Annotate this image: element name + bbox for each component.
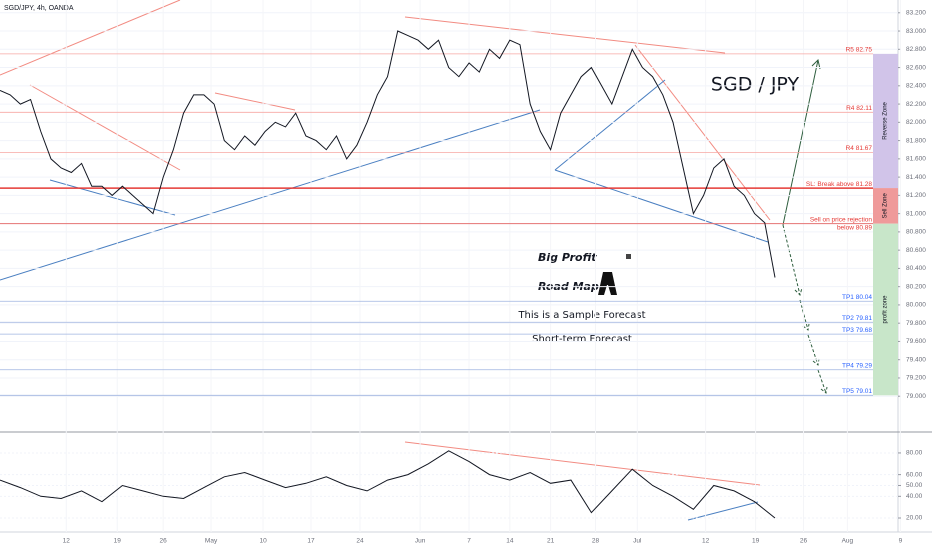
sell-label: below 80.89: [837, 224, 872, 231]
trend-line: [404, 16, 726, 54]
y-tick-label: 40.00: [906, 493, 923, 500]
y-tick-label: 79.600: [906, 338, 926, 345]
y-tick-label: 50.00: [906, 482, 923, 489]
y-tick-label: 79.200: [906, 375, 926, 382]
note: This is a Sample Forecast: [517, 310, 645, 321]
trend-lines: [0, 0, 771, 521]
x-tick-label: 14: [506, 538, 514, 545]
y-tick-label: 79.800: [906, 320, 926, 327]
y-tick-label: 20.00: [906, 515, 923, 522]
x-tick-label: Jul: [633, 538, 642, 545]
x-tick-label: 12: [702, 538, 710, 545]
level-label: R5 82.75: [846, 47, 873, 54]
trend-line: [634, 44, 771, 221]
y-tick-label: 82.600: [906, 64, 926, 71]
x-tick-label: 26: [800, 538, 808, 545]
y-tick-label: 80.800: [906, 229, 926, 236]
zone: [873, 53, 898, 189]
level-label: R4 81.67: [846, 145, 873, 152]
level-label: TP4 79.29: [842, 362, 872, 369]
x-tick-label: 21: [547, 538, 555, 545]
y-tick-label: 83.000: [906, 28, 926, 35]
y-tick-label: 60.00: [906, 471, 923, 478]
zone-label: Reverse Zone: [883, 101, 889, 139]
y-tick-label: 82.000: [906, 119, 926, 126]
flag-icon: [626, 254, 631, 259]
note: Short-term Forecast: [532, 334, 632, 345]
trend-line: [29, 84, 181, 171]
y-tick-label: 80.600: [906, 247, 926, 254]
note: Big Profit: [538, 251, 597, 264]
y-tick-label: 81.800: [906, 137, 926, 144]
road-icon: [598, 272, 617, 295]
x-tick-label: 17: [307, 538, 315, 545]
x-tick-label: 26: [160, 538, 168, 545]
y-tick-label: 81.000: [906, 210, 926, 217]
y-tick-label: 81.600: [906, 156, 926, 163]
trend-line: [554, 79, 666, 171]
arrow: [782, 224, 803, 296]
zone-label: profit zone: [883, 295, 889, 324]
arrow: [817, 369, 828, 394]
x-tick-label: 19: [752, 538, 760, 545]
y-tick-label: 79.400: [906, 356, 926, 363]
level-label: TP5 79.01: [842, 388, 872, 395]
y-tick-label: 80.00: [906, 450, 923, 457]
y-tick-label: 80.000: [906, 302, 926, 309]
y-tick-label: 81.400: [906, 174, 926, 181]
price-line: [0, 30, 776, 278]
level-label: R4 82.11: [846, 105, 872, 112]
zone: [873, 223, 898, 396]
x-tick-label: 7: [467, 538, 471, 545]
trend-line: [404, 441, 761, 486]
symbol-label: SGD/JPY, 4h, OANDA: [4, 5, 74, 12]
x-tick-label: 19: [114, 538, 122, 545]
x-tick-label: 9: [899, 538, 903, 545]
level-label: TP3 79.68: [842, 327, 872, 334]
sell-label: Sell on price rejection: [810, 216, 873, 223]
x-tick-label: 24: [356, 538, 364, 545]
y-tick-label: 82.400: [906, 83, 926, 90]
x-tick-label: 28: [592, 538, 600, 545]
x-tick-label: May: [205, 538, 218, 545]
arrow: [782, 59, 821, 226]
y-tick-label: 79.000: [906, 393, 926, 400]
y-tick-label: 80.400: [906, 265, 926, 272]
price-line: [0, 450, 776, 519]
zone: [873, 188, 898, 224]
level-label: SL: Break above 81.28: [806, 181, 873, 188]
trend-line: [214, 92, 296, 111]
y-tick-label: 80.200: [906, 283, 926, 290]
y-tick-label: 82.200: [906, 101, 926, 108]
x-tick-label: Aug: [842, 538, 854, 545]
x-tick-label: Jun: [415, 538, 426, 545]
y-tick-label: 81.200: [906, 192, 926, 199]
forecast-arrows: [782, 59, 828, 394]
level-label: TP1 80.04: [842, 294, 872, 301]
level-label: TP2 79.81: [842, 315, 872, 322]
y-tick-label: 83.200: [906, 10, 926, 17]
trend-line: [687, 501, 759, 521]
trend-line: [554, 169, 769, 243]
x-tick-label: 10: [259, 538, 267, 545]
x-tick-label: 12: [63, 538, 71, 545]
y-tick-label: 82.800: [906, 46, 926, 53]
zone-label: Sell Zone: [883, 193, 889, 219]
